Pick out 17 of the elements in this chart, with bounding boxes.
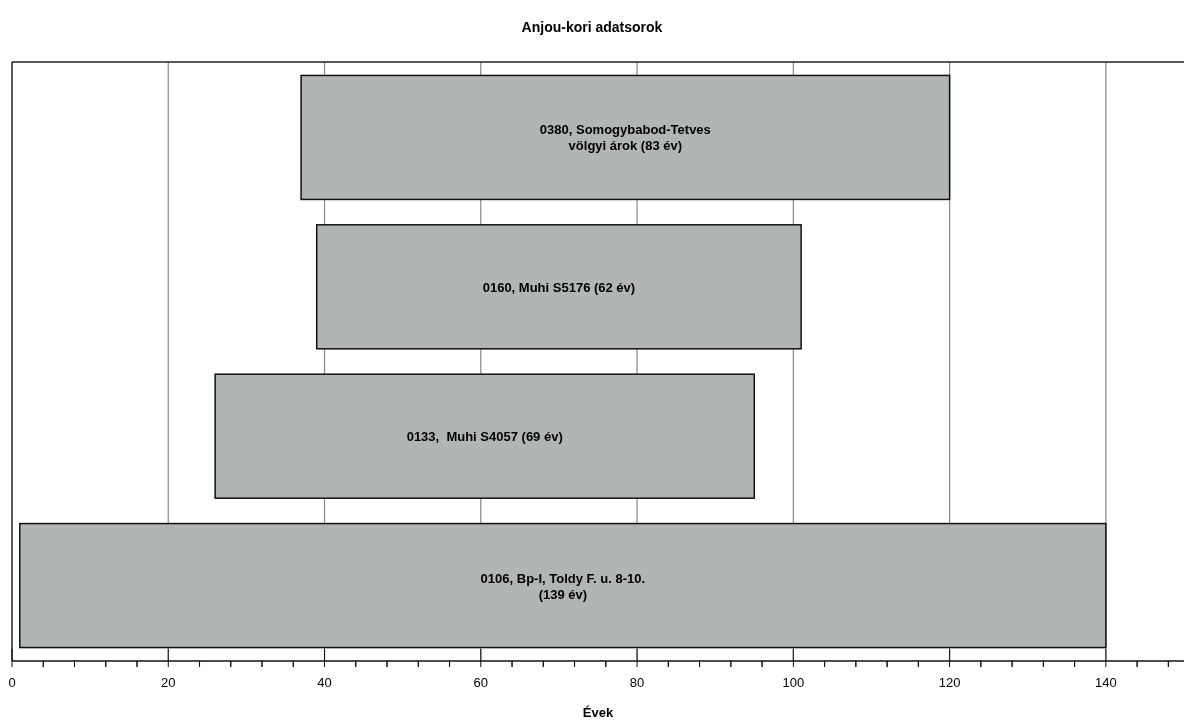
y-tick-label: 0160, Muhi S5176 (62 év) bbox=[482, 279, 636, 295]
x-tick-label: 140 bbox=[1095, 675, 1117, 690]
x-tick-label: 40 bbox=[317, 675, 332, 690]
chart-title: Anjou-kori adatsorok bbox=[521, 19, 663, 35]
bar bbox=[300, 74, 951, 201]
y-tick-label: 0106, Bp-I, Toldy F. u. 8-10. (139 év) bbox=[480, 570, 646, 602]
x-tick-label: 80 bbox=[629, 675, 645, 690]
bar bbox=[214, 373, 756, 499]
bar bbox=[315, 224, 802, 350]
x-axis-title: Évek bbox=[582, 705, 614, 720]
y-tick-label: 0380, Somogybabod-Tetves völgyi árok (83 év) bbox=[539, 122, 711, 154]
x-tick-label: 60 bbox=[473, 675, 489, 690]
x-tick-label: 20 bbox=[161, 675, 176, 690]
x-tick-label: 120 bbox=[938, 675, 961, 690]
x-tick-label: 100 bbox=[782, 675, 805, 690]
y-tick-label: 0133, Muhi S4057 (69 év) bbox=[406, 429, 563, 445]
x-tick-label: 0 bbox=[8, 675, 16, 690]
